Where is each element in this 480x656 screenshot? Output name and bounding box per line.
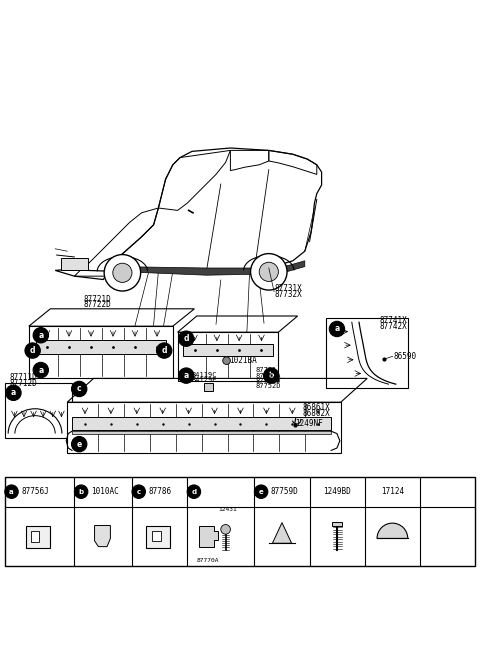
Text: d: d (192, 489, 196, 495)
Circle shape (179, 368, 194, 383)
Text: b: b (79, 489, 84, 495)
Text: 87721D: 87721D (84, 295, 112, 304)
Text: 87786: 87786 (148, 487, 171, 496)
Text: a: a (38, 365, 43, 375)
Circle shape (179, 331, 194, 346)
Bar (72, 417, 331, 430)
Bar (146, 527, 170, 548)
Bar (29, 326, 173, 379)
Text: 87770A: 87770A (197, 558, 219, 563)
Bar (72, 432, 331, 434)
Text: 87759D: 87759D (271, 487, 299, 496)
Text: 17124: 17124 (381, 487, 404, 496)
Circle shape (251, 254, 287, 290)
Text: 86862X: 86862X (302, 409, 330, 418)
Text: 87751D: 87751D (256, 378, 281, 384)
Circle shape (113, 263, 132, 282)
Circle shape (264, 368, 279, 383)
Bar (178, 332, 278, 380)
Circle shape (223, 357, 230, 365)
Text: 87742X: 87742X (379, 321, 407, 331)
Text: 1010AC: 1010AC (91, 487, 119, 496)
Bar (152, 531, 161, 541)
Text: 87711D: 87711D (10, 373, 37, 382)
Wedge shape (377, 523, 408, 539)
Text: 12431: 12431 (218, 507, 237, 512)
Text: 1249NF: 1249NF (295, 419, 323, 428)
Text: d: d (183, 334, 189, 343)
Circle shape (156, 343, 172, 358)
Text: 1249BD: 1249BD (324, 487, 351, 496)
Polygon shape (95, 525, 110, 546)
Text: 87756J: 87756J (21, 487, 49, 496)
Text: d: d (161, 346, 167, 355)
Text: e: e (259, 489, 264, 495)
Text: 87712D: 87712D (10, 379, 37, 388)
Circle shape (6, 385, 21, 400)
Text: 86861X: 86861X (302, 403, 330, 412)
Bar (183, 344, 273, 356)
Bar (332, 522, 342, 527)
Circle shape (104, 255, 141, 291)
Circle shape (74, 485, 88, 499)
Text: 84129P: 84129P (192, 377, 217, 383)
Circle shape (187, 485, 201, 499)
Bar (61, 258, 88, 270)
Text: 87722D: 87722D (84, 300, 112, 310)
Text: 87752A: 87752A (256, 373, 281, 379)
Text: a: a (184, 371, 189, 380)
Bar (5, 383, 72, 438)
Text: a: a (9, 489, 14, 495)
Bar (31, 531, 38, 542)
Circle shape (72, 381, 87, 397)
Text: 87752D: 87752D (256, 383, 281, 389)
Circle shape (221, 525, 230, 534)
Circle shape (259, 262, 278, 281)
Text: 87751: 87751 (256, 367, 277, 373)
Text: a: a (335, 325, 339, 333)
Circle shape (329, 321, 345, 337)
Text: 87741X: 87741X (379, 316, 407, 325)
Circle shape (5, 485, 18, 499)
Polygon shape (272, 523, 292, 543)
Text: b: b (268, 371, 274, 380)
Text: 87731X: 87731X (275, 284, 302, 293)
Text: 86590: 86590 (394, 352, 417, 361)
Text: 87732X: 87732X (275, 290, 302, 299)
Bar (204, 382, 213, 392)
Bar (26, 527, 50, 548)
Polygon shape (115, 261, 305, 276)
Text: d: d (30, 346, 36, 355)
Bar (36, 340, 166, 354)
Bar (67, 402, 341, 453)
Circle shape (33, 362, 48, 378)
Circle shape (254, 485, 268, 499)
Polygon shape (199, 525, 218, 546)
Text: 1021BA: 1021BA (229, 356, 257, 365)
Bar (5, 477, 475, 565)
Circle shape (72, 436, 87, 452)
Bar (326, 318, 408, 388)
Text: 84119C: 84119C (192, 371, 217, 378)
Text: a: a (38, 331, 43, 340)
Text: c: c (77, 384, 82, 394)
Circle shape (132, 485, 145, 499)
Circle shape (33, 327, 48, 343)
Text: a: a (11, 388, 16, 398)
Circle shape (25, 343, 40, 358)
Text: e: e (77, 440, 82, 449)
Text: c: c (137, 489, 141, 495)
